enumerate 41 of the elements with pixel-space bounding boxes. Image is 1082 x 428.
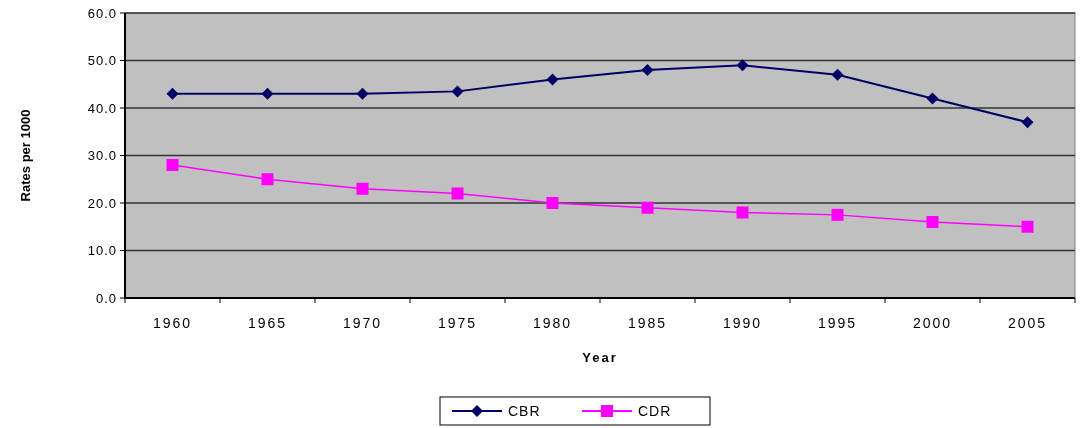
y-tick-label: 50.0 — [87, 53, 117, 69]
point — [166, 87, 179, 100]
y-tick-label: 30.0 — [87, 148, 117, 164]
x-tick-label: 1970 — [342, 315, 383, 331]
x-tick-label: 1960 — [152, 315, 193, 331]
point — [451, 85, 464, 98]
point — [546, 197, 559, 209]
x-tick-label: 2000 — [912, 315, 953, 331]
point — [546, 73, 559, 86]
point — [736, 59, 749, 72]
point — [831, 68, 844, 81]
x-tick-label: 1990 — [722, 315, 763, 331]
point — [261, 87, 274, 100]
point — [831, 208, 844, 221]
y-tick-label: 20.0 — [87, 195, 117, 211]
point — [926, 216, 939, 228]
legend-label: CDR — [638, 402, 672, 419]
point — [926, 92, 939, 105]
y-tick-label: 60.0 — [87, 5, 117, 21]
x-tick-label: 1980 — [532, 315, 573, 331]
point — [261, 173, 274, 186]
point — [1021, 116, 1034, 129]
point — [356, 182, 369, 195]
point — [1021, 220, 1034, 233]
point — [451, 187, 464, 200]
y-tick-label: 0.0 — [95, 290, 117, 306]
y-tick-label: 10.0 — [87, 243, 117, 259]
point — [641, 64, 654, 76]
point — [356, 87, 369, 100]
y-tick-label: 40.0 — [87, 100, 117, 116]
x-tick-label: 2005 — [1007, 315, 1048, 331]
point — [641, 201, 654, 214]
point — [736, 206, 749, 219]
x-tick-label: 1985 — [627, 315, 668, 331]
point — [166, 159, 179, 171]
x-tick-label: 1975 — [437, 315, 478, 331]
x-tick-label: 1965 — [247, 315, 288, 331]
x-axis-title: Year — [582, 350, 618, 365]
legend-label: CBR — [508, 402, 541, 419]
y-axis-title: Rates per 1000 — [18, 109, 33, 202]
x-tick-label: 1995 — [817, 315, 858, 331]
